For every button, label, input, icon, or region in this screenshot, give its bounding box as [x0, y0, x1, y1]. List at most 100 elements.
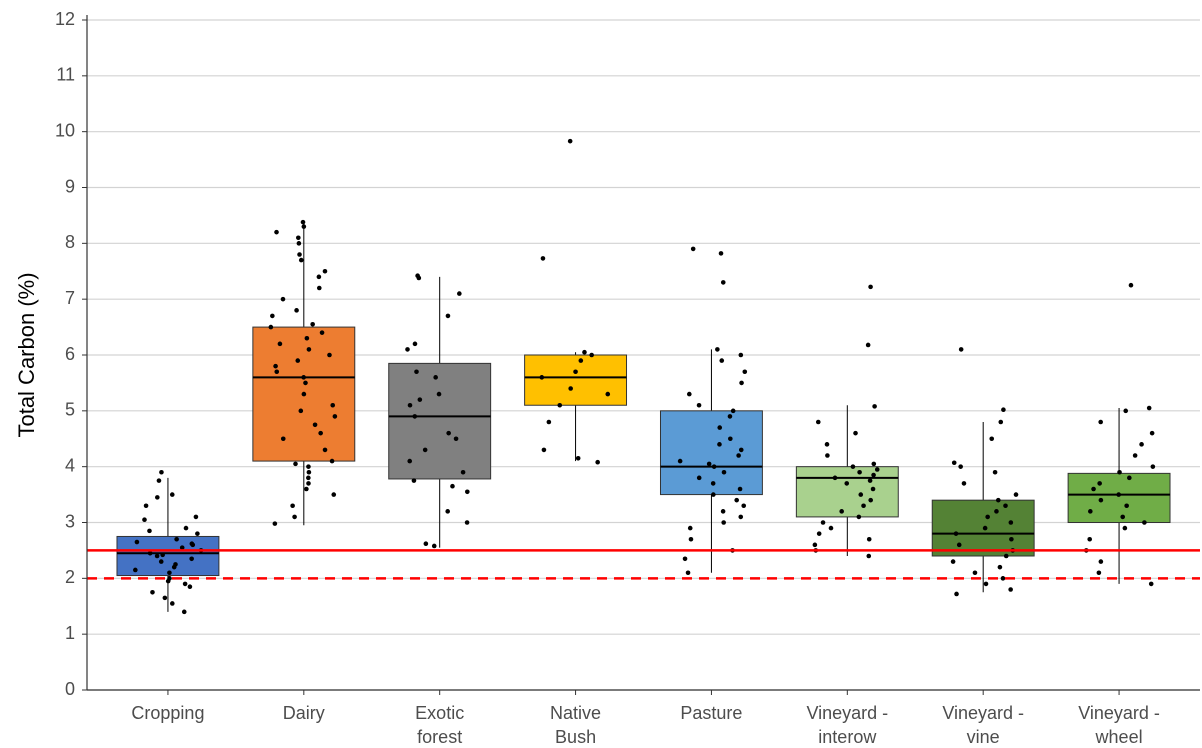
y-tick-label: 12 — [55, 9, 75, 29]
data-point — [457, 291, 462, 296]
data-point — [539, 375, 545, 380]
data-point — [331, 492, 337, 497]
data-point — [445, 509, 450, 514]
data-point — [857, 469, 862, 475]
data-point — [195, 531, 200, 536]
data-point — [159, 469, 164, 475]
data-point — [304, 335, 310, 341]
data-point — [719, 358, 725, 363]
data-point — [322, 447, 328, 453]
y-tick-label: 2 — [65, 567, 75, 587]
data-point — [143, 503, 149, 509]
data-point — [155, 495, 160, 500]
data-point — [422, 447, 428, 453]
data-point — [147, 550, 153, 556]
data-point — [820, 520, 826, 525]
data-point — [405, 347, 410, 352]
data-point — [330, 402, 336, 408]
data-point — [1009, 536, 1014, 542]
y-tick-label: 7 — [65, 288, 75, 308]
data-point — [958, 464, 963, 469]
data-point — [158, 559, 164, 564]
data-point — [575, 455, 581, 461]
data-point — [272, 521, 278, 526]
data-point — [874, 467, 880, 472]
data-point — [951, 460, 957, 466]
y-tick-label: 6 — [65, 344, 75, 364]
data-point — [189, 541, 195, 547]
y-tick-label: 3 — [65, 511, 75, 531]
data-point — [412, 414, 418, 419]
data-point — [715, 347, 720, 352]
data-point — [1127, 475, 1132, 481]
data-point — [850, 464, 856, 469]
data-point — [445, 313, 451, 319]
y-tick-label: 11 — [56, 65, 75, 85]
data-point — [423, 541, 429, 547]
data-point — [296, 235, 301, 241]
data-point — [690, 246, 696, 252]
data-point — [730, 408, 736, 414]
data-point — [954, 591, 959, 597]
box — [1067, 472, 1171, 524]
data-point — [280, 436, 286, 442]
data-point — [953, 531, 959, 536]
data-point — [170, 601, 175, 606]
data-point — [595, 459, 600, 465]
data-point — [1001, 407, 1006, 413]
data-point — [181, 609, 187, 615]
data-point — [306, 481, 311, 486]
box — [388, 362, 492, 480]
x-tick-label: forest — [417, 727, 462, 747]
data-point — [294, 308, 299, 313]
data-point — [154, 553, 160, 559]
data-point — [815, 419, 821, 425]
data-point — [1128, 282, 1134, 288]
data-point — [167, 570, 172, 576]
data-point — [872, 404, 877, 409]
data-point — [167, 576, 172, 581]
data-point — [738, 352, 744, 358]
data-point — [1122, 525, 1128, 531]
data-point — [297, 252, 302, 257]
data-point — [727, 414, 733, 419]
x-tick-label: Pasture — [680, 703, 742, 723]
x-tick-label: vine — [967, 727, 1000, 747]
data-point — [182, 581, 188, 587]
data-point — [312, 422, 318, 428]
data-point — [273, 363, 278, 369]
data-point — [578, 358, 584, 363]
data-point — [1008, 520, 1014, 525]
data-point — [1008, 587, 1013, 592]
data-point — [956, 542, 962, 548]
data-point — [741, 503, 747, 509]
data-point — [950, 559, 956, 564]
data-point — [179, 545, 185, 550]
data-point — [173, 562, 178, 567]
x-tick-label: Dairy — [283, 703, 325, 723]
data-point — [871, 461, 877, 467]
data-point — [329, 458, 335, 464]
data-point — [853, 430, 858, 436]
data-point — [696, 475, 702, 481]
box — [524, 354, 628, 406]
data-point — [174, 536, 179, 542]
data-point — [567, 138, 573, 144]
data-point — [306, 469, 312, 475]
data-point — [696, 402, 702, 408]
data-point — [450, 483, 455, 489]
data-point — [582, 349, 587, 355]
data-point — [861, 503, 866, 509]
data-point — [298, 408, 304, 414]
data-point — [734, 497, 739, 503]
data-point — [1116, 492, 1121, 497]
data-point — [1142, 520, 1147, 525]
data-point — [431, 543, 437, 549]
data-point — [187, 584, 193, 590]
data-point — [589, 352, 594, 358]
data-point — [1098, 497, 1104, 503]
data-point — [277, 341, 283, 347]
data-point — [169, 492, 175, 497]
data-point — [446, 430, 451, 436]
data-point — [721, 469, 727, 475]
